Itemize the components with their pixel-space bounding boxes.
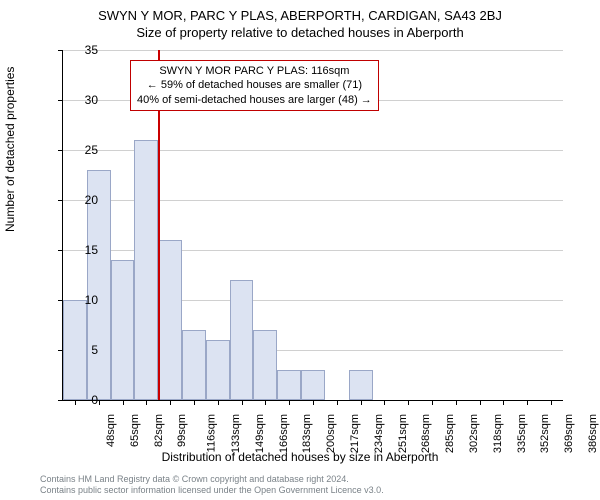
histogram-bar	[349, 370, 373, 400]
y-tick-label: 0	[62, 393, 98, 407]
x-tick-mark	[432, 400, 433, 405]
x-tick-mark	[242, 400, 243, 405]
x-tick-label: 369sqm	[563, 414, 575, 453]
annotation-line2: ← 59% of detached houses are smaller (71…	[137, 78, 372, 92]
y-tick-label: 25	[62, 143, 98, 157]
histogram-bar	[230, 280, 254, 400]
x-tick-mark	[503, 400, 504, 405]
chart-title-sub: Size of property relative to detached ho…	[0, 23, 600, 40]
x-tick-label: 285sqm	[444, 414, 456, 453]
x-tick-label: 82sqm	[153, 414, 165, 447]
x-tick-label: 217sqm	[349, 414, 361, 453]
x-tick-label: 352sqm	[540, 414, 552, 453]
x-tick-mark	[265, 400, 266, 405]
x-tick-label: 133sqm	[230, 414, 242, 453]
histogram-bar	[182, 330, 206, 400]
annotation-line1: SWYN Y MOR PARC Y PLAS: 116sqm	[137, 64, 372, 78]
x-tick-mark	[527, 400, 528, 405]
annotation-line3: 40% of semi-detached houses are larger (…	[137, 93, 372, 107]
y-tick-label: 20	[62, 193, 98, 207]
x-tick-mark	[146, 400, 147, 405]
chart-title-main: SWYN Y MOR, PARC Y PLAS, ABERPORTH, CARD…	[0, 0, 600, 23]
x-tick-label: 166sqm	[278, 414, 290, 453]
x-tick-mark	[123, 400, 124, 405]
x-tick-mark	[551, 400, 552, 405]
footer-line2: Contains public sector information licen…	[40, 485, 384, 496]
x-tick-label: 234sqm	[373, 414, 385, 453]
x-tick-mark	[99, 400, 100, 405]
x-tick-label: 116sqm	[205, 414, 217, 452]
x-tick-mark	[480, 400, 481, 405]
x-tick-label: 65sqm	[129, 414, 141, 447]
y-tick-label: 35	[62, 43, 98, 57]
y-axis-label: Number of detached properties	[3, 67, 17, 232]
x-tick-mark	[384, 400, 385, 405]
x-tick-label: 268sqm	[421, 414, 433, 453]
footer-attribution: Contains HM Land Registry data © Crown c…	[40, 474, 384, 496]
x-tick-label: 183sqm	[302, 414, 314, 453]
x-tick-label: 386sqm	[587, 414, 599, 453]
x-tick-mark	[408, 400, 409, 405]
x-tick-label: 200sqm	[325, 414, 337, 453]
y-tick-label: 5	[62, 343, 98, 357]
x-tick-label: 335sqm	[516, 414, 528, 453]
x-tick-mark	[361, 400, 362, 405]
histogram-bar	[111, 260, 135, 400]
x-tick-mark	[337, 400, 338, 405]
histogram-bar	[277, 370, 301, 400]
x-tick-label: 99sqm	[176, 414, 188, 447]
footer-line1: Contains HM Land Registry data © Crown c…	[40, 474, 384, 485]
x-tick-mark	[218, 400, 219, 405]
y-tick-label: 10	[62, 293, 98, 307]
histogram-bar	[206, 340, 230, 400]
grid-line	[63, 50, 563, 51]
x-tick-mark	[313, 400, 314, 405]
x-tick-label: 302sqm	[468, 414, 480, 453]
histogram-bar	[253, 330, 277, 400]
x-tick-label: 318sqm	[492, 414, 504, 453]
x-tick-mark	[194, 400, 195, 405]
x-tick-mark	[170, 400, 171, 405]
y-tick-label: 15	[62, 243, 98, 257]
annotation-box: SWYN Y MOR PARC Y PLAS: 116sqm ← 59% of …	[130, 60, 379, 111]
y-tick-label: 30	[62, 93, 98, 107]
histogram-bar	[301, 370, 325, 400]
x-axis-label: Distribution of detached houses by size …	[0, 450, 600, 464]
x-tick-label: 48sqm	[105, 414, 117, 447]
histogram-bar	[158, 240, 182, 400]
x-tick-mark	[289, 400, 290, 405]
x-tick-mark	[456, 400, 457, 405]
histogram-bar	[134, 140, 158, 400]
x-tick-label: 251sqm	[397, 414, 409, 453]
x-tick-label: 149sqm	[254, 414, 266, 453]
